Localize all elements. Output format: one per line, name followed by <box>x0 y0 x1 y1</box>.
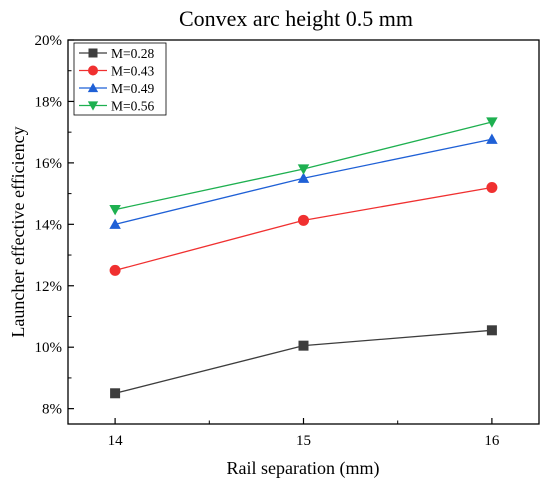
series-group <box>109 133 498 229</box>
y-tick-label: 20% <box>35 33 63 49</box>
series-layer <box>109 117 498 399</box>
series-group <box>109 117 498 216</box>
legend-marker <box>88 65 98 76</box>
data-point <box>110 388 121 399</box>
chart-title: Convex arc height 0.5 mm <box>179 6 413 31</box>
legend-marker <box>87 82 99 93</box>
y-tick-label: 8% <box>42 402 62 418</box>
data-point <box>109 218 121 229</box>
y-tick-label: 10% <box>35 340 63 356</box>
data-point <box>298 214 309 226</box>
data-point <box>486 325 497 336</box>
axes-layer: 8% 10% 12% 14% 16% 18% 20% 14 15 16 <box>35 33 500 449</box>
series-group <box>109 181 498 276</box>
data-point <box>297 172 310 183</box>
legend-marker <box>88 48 98 58</box>
legend: M=0.28 M=0.43 M=0.49 M=0.56 <box>73 42 167 116</box>
y-axis-label: Launcher effective efficiency <box>8 126 28 337</box>
legend-label: M=0.28 <box>111 46 154 61</box>
series-line <box>114 186 493 272</box>
data-point <box>297 164 310 175</box>
data-point <box>486 181 498 193</box>
x-tick-label: 15 <box>296 433 311 449</box>
legend-marker <box>87 101 99 111</box>
data-point <box>486 117 498 128</box>
x-tick-label: 14 <box>108 433 124 449</box>
y-tick-label: 16% <box>35 156 63 172</box>
data-point <box>109 204 121 216</box>
y-tick-label: 14% <box>35 217 63 233</box>
x-tick-label: 16 <box>484 433 500 449</box>
legend-label: M=0.49 <box>111 81 154 96</box>
data-point <box>109 264 121 276</box>
legend-label: M=0.56 <box>111 99 154 114</box>
legend-label: M=0.43 <box>111 64 154 79</box>
series-line <box>114 329 492 394</box>
y-tick-label: 18% <box>35 94 63 110</box>
data-point <box>486 133 498 144</box>
series-group <box>110 325 497 399</box>
y-tick-label: 12% <box>35 279 63 295</box>
data-point <box>298 340 309 351</box>
x-axis-label: Rail separation (mm) <box>227 458 380 479</box>
